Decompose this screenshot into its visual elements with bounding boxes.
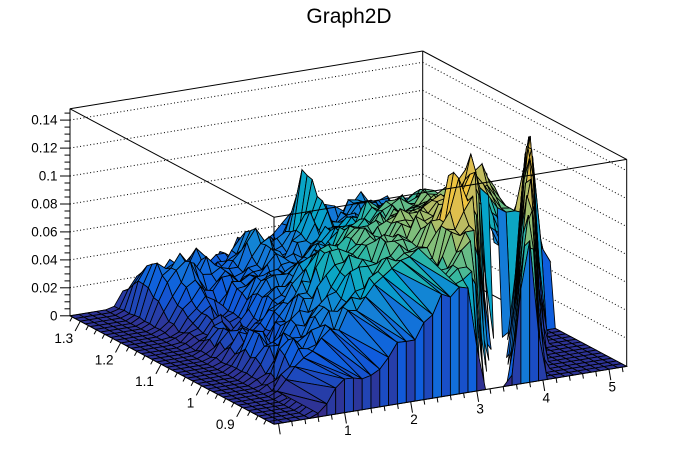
svg-text:1: 1	[187, 395, 195, 410]
svg-text:Graph2D: Graph2D	[306, 5, 391, 28]
svg-text:0.06: 0.06	[31, 224, 57, 239]
svg-text:0.02: 0.02	[31, 280, 57, 295]
svg-text:0.9: 0.9	[216, 417, 235, 432]
svg-text:5: 5	[609, 380, 617, 395]
svg-text:1.2: 1.2	[95, 353, 114, 368]
svg-text:3: 3	[476, 401, 484, 416]
svg-text:1: 1	[344, 423, 352, 438]
svg-text:0.12: 0.12	[31, 141, 57, 156]
svg-text:0.14: 0.14	[31, 113, 58, 128]
svg-text:1.1: 1.1	[135, 374, 154, 389]
svg-text:4: 4	[542, 391, 550, 406]
svg-text:0: 0	[50, 308, 58, 323]
svg-text:1.3: 1.3	[54, 331, 73, 346]
svg-text:0.1: 0.1	[39, 169, 58, 184]
svg-text:2: 2	[410, 412, 418, 427]
svg-text:0.04: 0.04	[31, 252, 58, 267]
svg-text:0.08: 0.08	[31, 197, 57, 212]
